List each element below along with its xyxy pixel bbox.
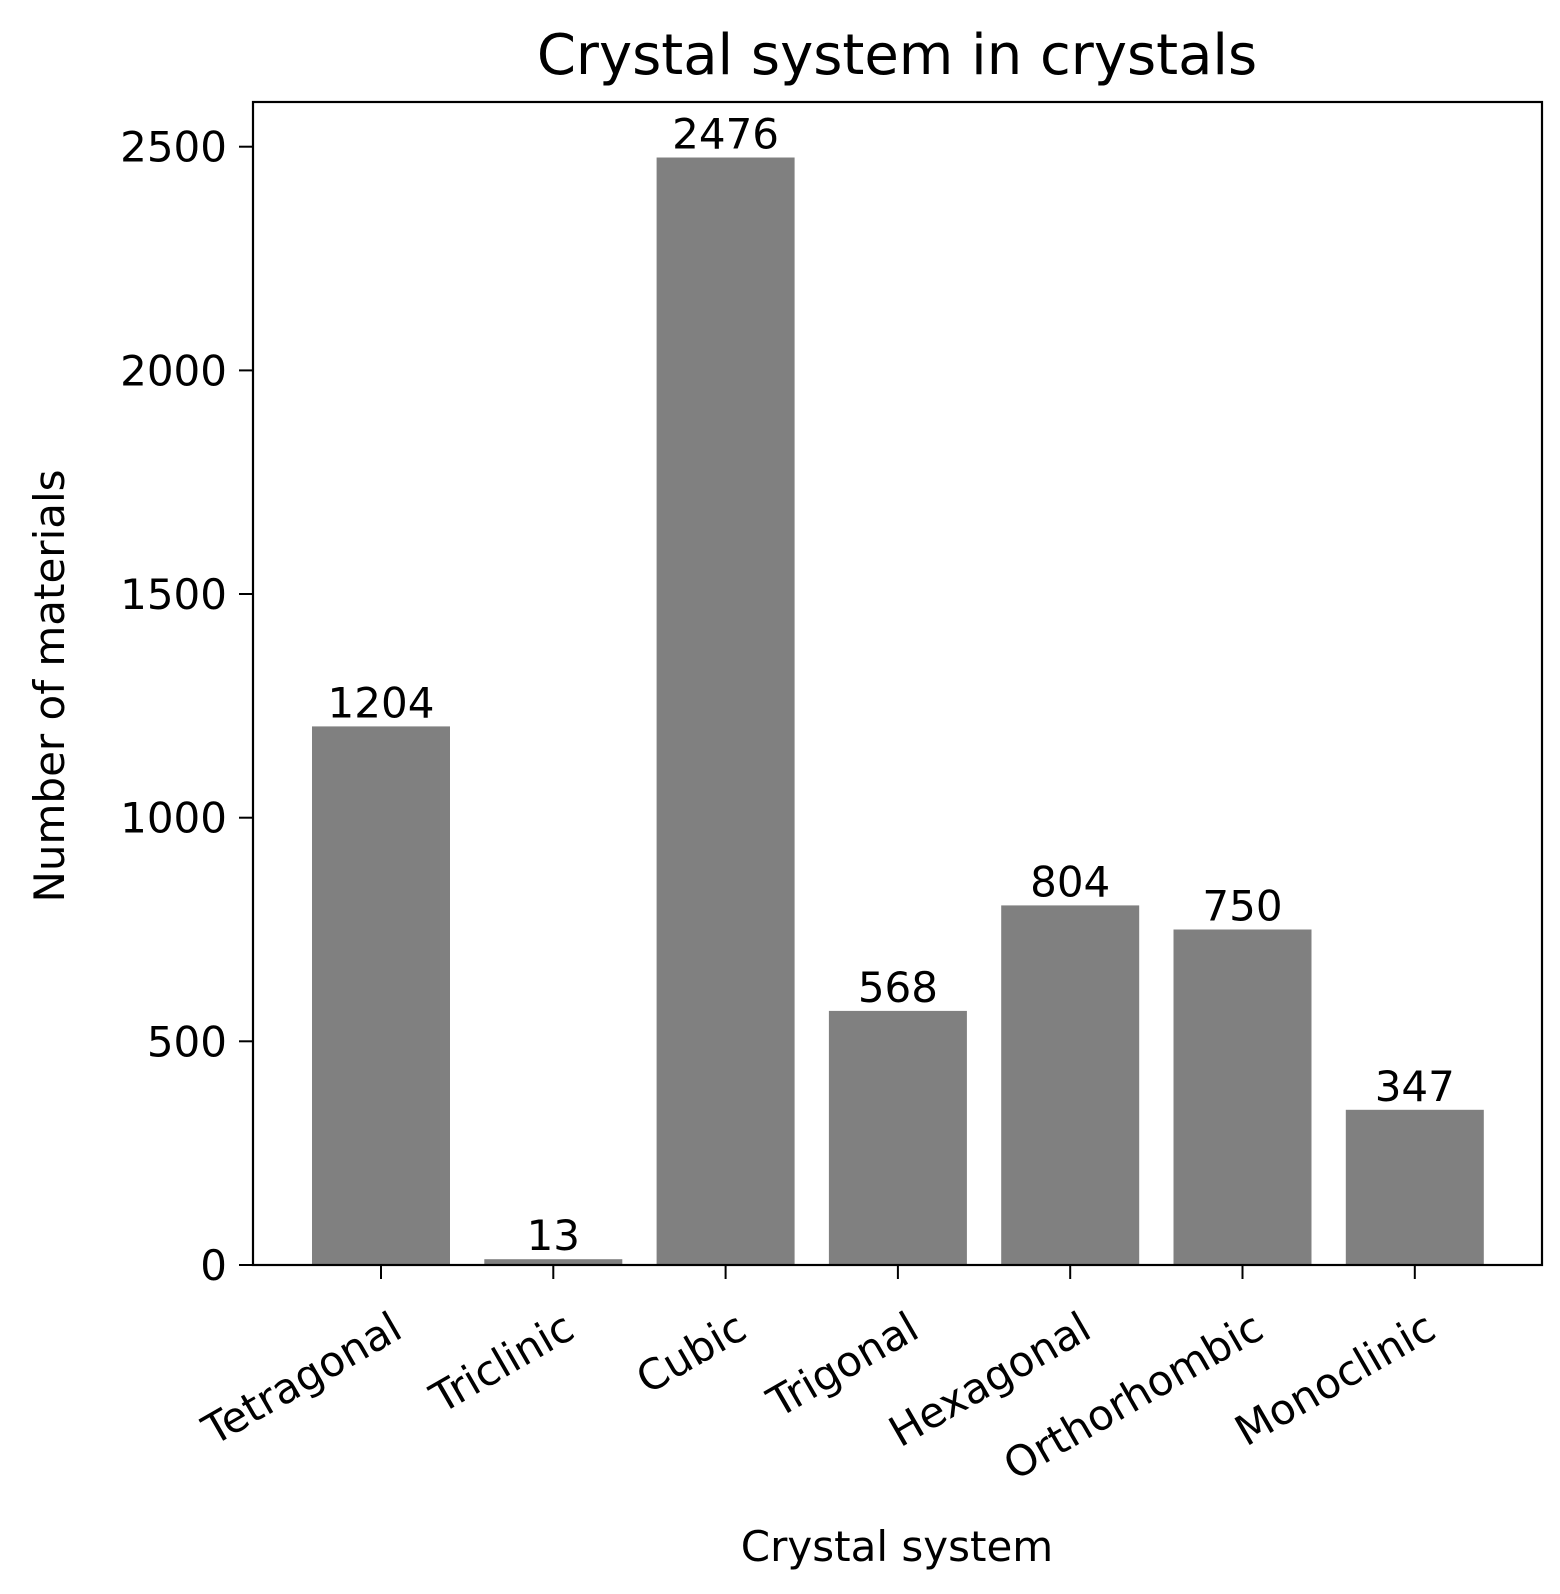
bar-hexagonal [1001, 905, 1140, 1265]
data-label-monoclinic: 347 [1375, 1062, 1455, 1111]
y-axis-label: Number of materials [25, 469, 74, 902]
bar-triclinic [484, 1259, 623, 1265]
bar-orthorhombic [1173, 929, 1312, 1265]
y-tick-label: 1500 [120, 570, 227, 619]
bar-trigonal [828, 1010, 967, 1265]
bars-group: 1204 13 2476 568 804 750 347 [312, 110, 1484, 1265]
plot-frame [251, 100, 1544, 1267]
x-tick-label-cubic: Cubic [628, 1302, 754, 1403]
data-label-orthorhombic: 750 [1202, 882, 1282, 931]
y-tick-label: 500 [147, 1017, 227, 1066]
bar-tetragonal [312, 726, 450, 1265]
data-label-tetragonal: 1204 [328, 678, 435, 727]
x-tick-label-triclinic: Triclinic [421, 1302, 582, 1423]
y-tick-label: 0 [200, 1241, 227, 1290]
y-tick-label: 2500 [120, 123, 227, 172]
data-label-trigonal: 568 [858, 963, 938, 1012]
bar-monoclinic [1345, 1109, 1484, 1265]
data-label-hexagonal: 804 [1030, 857, 1110, 906]
bar-cubic [656, 157, 795, 1265]
data-label-cubic: 2476 [672, 110, 779, 159]
y-tick-label: 1000 [120, 794, 227, 843]
y-tick-label: 2000 [120, 346, 227, 395]
x-axis-label: Crystal system [741, 1522, 1053, 1571]
x-tick-label-tetragonal: Tetragonal [194, 1302, 410, 1455]
data-label-triclinic: 13 [527, 1211, 580, 1260]
chart-title: Crystal system in crystals [537, 23, 1257, 88]
